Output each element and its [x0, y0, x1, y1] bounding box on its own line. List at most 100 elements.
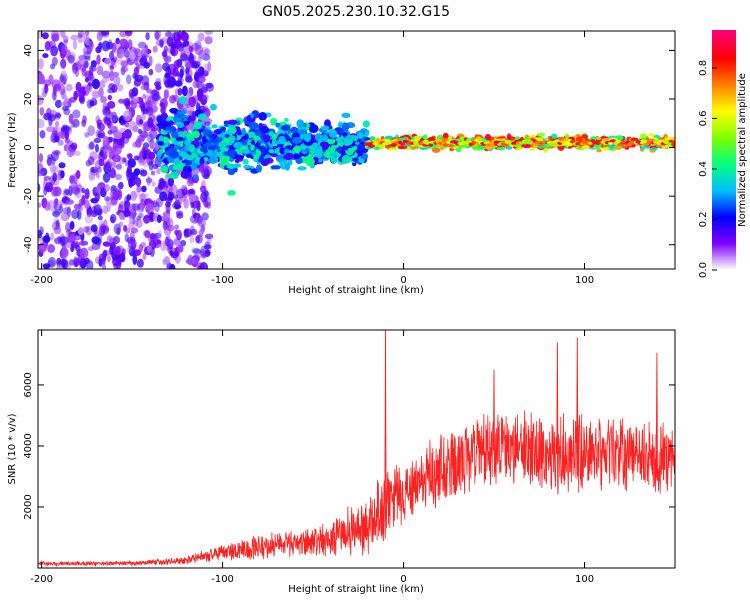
heatmap-cell [119, 38, 128, 47]
heatmap-cell [197, 91, 203, 102]
heatmap-cell [97, 166, 102, 173]
heatmap-ridge-cell [663, 140, 670, 144]
heatmap-cell [640, 145, 646, 150]
heatmap-cell [112, 56, 118, 63]
heatmap-cell [255, 164, 262, 173]
heatmap-cell [60, 58, 67, 69]
heatmap-cell [132, 254, 138, 265]
heatmap-cell [106, 202, 111, 213]
heatmap-cell [84, 77, 90, 83]
heatmap-cell [75, 170, 81, 179]
heatmap-cell [147, 211, 154, 220]
heatmap-cell [74, 190, 82, 199]
heatmap-cell [124, 233, 129, 243]
heatmap-cell [143, 217, 152, 223]
heatmap-cell [109, 111, 118, 123]
heatmap-cell [138, 160, 146, 166]
heatmap-cell [116, 163, 123, 170]
heatmap-cell [96, 122, 101, 130]
y-tick-label: 0 [23, 144, 34, 150]
heatmap-cell [191, 247, 200, 254]
heatmap-cell [166, 174, 176, 179]
heatmap-cell [52, 90, 57, 101]
heatmap-cell [423, 134, 428, 140]
heatmap-cell [160, 166, 169, 174]
heatmap-cell [63, 144, 68, 152]
heatmap-cell [51, 56, 58, 66]
heatmap-cell [216, 129, 222, 133]
heatmap-cell [151, 93, 160, 101]
heatmap-cell [172, 164, 180, 171]
heatmap-cell [136, 185, 142, 193]
heatmap-cell [123, 49, 130, 58]
heatmap-cell [123, 225, 128, 232]
heatmap-cell [142, 93, 147, 99]
heatmap-cell [75, 184, 83, 193]
heatmap-cell [66, 263, 71, 269]
heatmap-cell [320, 125, 330, 131]
heatmap-cell [485, 133, 491, 141]
heatmap-cell [174, 38, 182, 49]
heatmap-cell [207, 61, 212, 72]
heatmap-cell [82, 46, 91, 55]
heatmap-ridge-cell [465, 140, 473, 144]
heatmap-cell [142, 142, 150, 149]
heatmap-cell [106, 158, 113, 170]
heatmap-cell [38, 153, 44, 163]
heatmap-cell [278, 135, 286, 145]
heatmap-cell [129, 50, 136, 61]
heatmap-cell [105, 161, 111, 168]
heatmap-cell [159, 98, 168, 109]
heatmap-cell [227, 119, 238, 125]
heatmap-cell [128, 221, 135, 230]
heatmap-cell [118, 221, 124, 227]
heatmap-cell [183, 166, 188, 172]
snr-frame [37, 329, 676, 569]
heatmap-cell [60, 31, 66, 39]
heatmap-cell [293, 145, 301, 154]
heatmap-cell [177, 244, 184, 253]
snr-panel: -200 -100 0 100 2000 4000 6000 Height of strai… [7, 329, 676, 595]
heatmap-cell [81, 187, 86, 194]
heatmap-ridge-cell [446, 140, 451, 144]
heatmap-cell [143, 52, 150, 59]
heatmap-cell [126, 194, 132, 201]
heatmap-cell [206, 201, 211, 209]
heatmap-cell [141, 185, 147, 193]
heatmap-cell [38, 242, 47, 253]
heatmap-cell [167, 120, 174, 126]
heatmap-cell [135, 218, 143, 228]
heatmap-cell [192, 80, 199, 89]
snr-spike [384, 330, 387, 517]
heatmap-cell [259, 145, 266, 153]
heatmap-cell [157, 116, 163, 124]
heatmap-cell [124, 160, 131, 167]
heatmap-cell [195, 155, 200, 163]
y-tick-label: 40 [23, 44, 34, 57]
heatmap-cell [61, 94, 68, 100]
heatmap-cell [205, 82, 214, 93]
heatmap-cell [650, 147, 658, 151]
heatmap-cell [113, 246, 122, 256]
heatmap-cell [168, 176, 174, 187]
heatmap-cell [53, 226, 62, 235]
snr-xlabel: Height of straight line (km) [288, 584, 424, 595]
heatmap-cell [43, 188, 48, 196]
heatmap-cell [79, 258, 87, 269]
heatmap-cell [64, 138, 71, 144]
heatmap-cell [108, 83, 116, 91]
heatmap-cell [292, 136, 302, 144]
heatmap-cell [241, 148, 251, 155]
heatmap-cell [227, 168, 236, 176]
heatmap-cell [52, 149, 61, 156]
heatmap-cell [114, 173, 122, 181]
heatmap-cell [648, 133, 655, 137]
heatmap-cell [110, 161, 117, 169]
heatmap-cell [44, 201, 51, 211]
heatmap-cell [117, 258, 122, 267]
heatmap-cell [60, 170, 65, 179]
heatmap-ridge-cell [609, 139, 617, 143]
heatmap-cell [96, 65, 104, 76]
heatmap-cell [52, 221, 60, 231]
heatmap-cell [78, 240, 86, 246]
